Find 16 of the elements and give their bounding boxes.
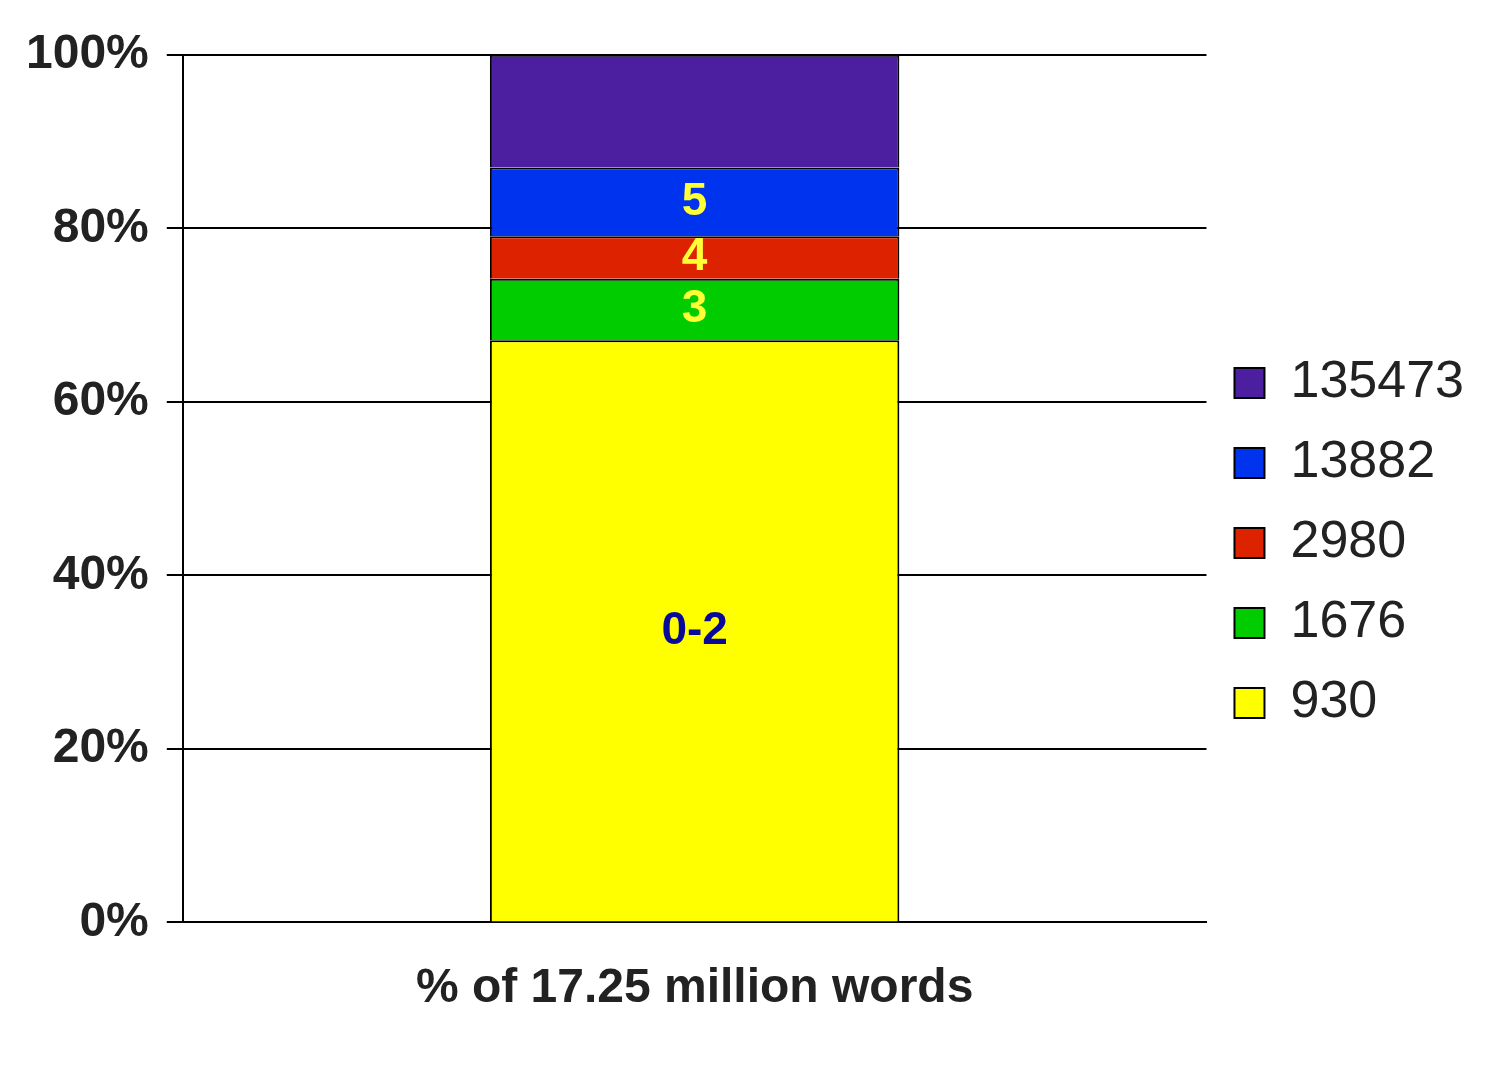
- y-tick-label: 100%: [26, 25, 149, 79]
- y-tick-label: 80%: [52, 198, 149, 252]
- annotation: 5: [681, 172, 708, 225]
- legend-label: 1676: [1290, 590, 1407, 649]
- y-tick-label: 40%: [52, 545, 149, 599]
- x-tick-label: % of 17.25 million words: [415, 959, 974, 1013]
- legend-label: 13882: [1290, 430, 1436, 489]
- annotation: 3: [681, 280, 708, 333]
- legend-label: 2980: [1290, 510, 1407, 569]
- annotation: 4: [681, 228, 708, 281]
- y-tick-label: 60%: [52, 372, 149, 426]
- legend-label: 135473: [1290, 350, 1465, 409]
- y-tick-label: 20%: [52, 719, 149, 773]
- legend-label: 930: [1290, 670, 1378, 729]
- annotation: 0-2: [661, 601, 728, 654]
- y-tick-label: 0%: [79, 892, 149, 946]
